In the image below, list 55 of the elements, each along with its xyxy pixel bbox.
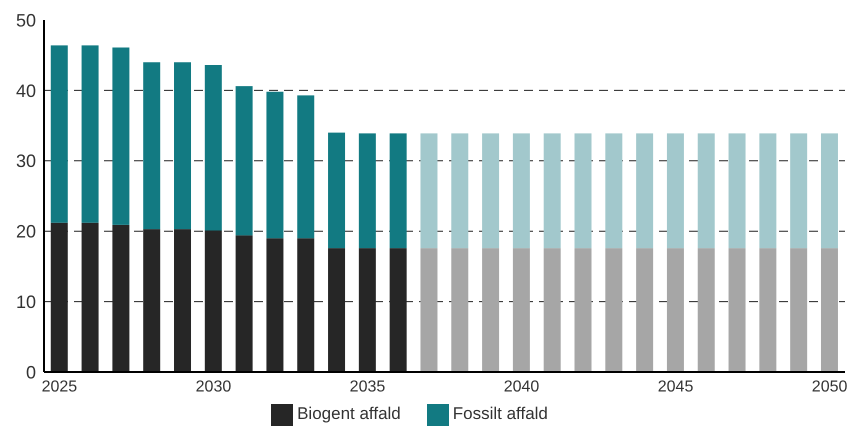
bar [420,248,438,372]
bar [790,248,808,372]
bar [266,92,284,238]
bar [790,133,808,248]
y-tick-label: 10 [16,292,36,312]
bar [297,95,314,238]
bar [204,65,222,230]
bar [605,248,622,372]
x-tick-label: 2045 [658,378,694,396]
bar [728,133,746,248]
bar [820,248,838,372]
x-tick-label: 2030 [196,378,232,396]
bar [820,133,838,248]
bar [512,248,530,372]
y-tick-label: 30 [16,151,36,172]
bar [112,47,130,225]
legend-label: Fossilt affald [452,404,548,424]
bar [236,86,253,236]
bar [636,248,654,372]
bar [420,133,438,248]
x-tick-label: 2025 [42,378,78,396]
bar [328,132,346,248]
bar [728,248,746,372]
bar [451,248,468,372]
bar [50,45,68,223]
bar [544,248,561,372]
bar [759,133,776,248]
bar [636,133,654,248]
bar [143,62,160,230]
bar [666,248,684,372]
bar [512,133,530,248]
x-tick-label: 2040 [504,378,540,396]
legend-label: Biogent affald [297,404,401,424]
bar [759,248,776,372]
bar [666,133,684,248]
bar [174,62,192,230]
bar [698,248,715,372]
bar [482,133,500,248]
bar [574,248,592,372]
y-tick-label: 20 [16,222,36,242]
bar [82,45,99,223]
bar [544,133,561,248]
y-tick-label: 50 [16,10,36,30]
bar [451,133,468,248]
x-tick-label: 2035 [350,378,386,396]
y-tick-label: 40 [16,80,36,101]
x-tick-label: 2050 [812,378,848,396]
bar [204,230,222,372]
bar [390,133,407,248]
bar [698,133,715,248]
y-tick-label: 0 [26,362,36,382]
bar [482,248,500,372]
bar [358,133,376,248]
bar [574,133,592,248]
bar [605,133,622,248]
